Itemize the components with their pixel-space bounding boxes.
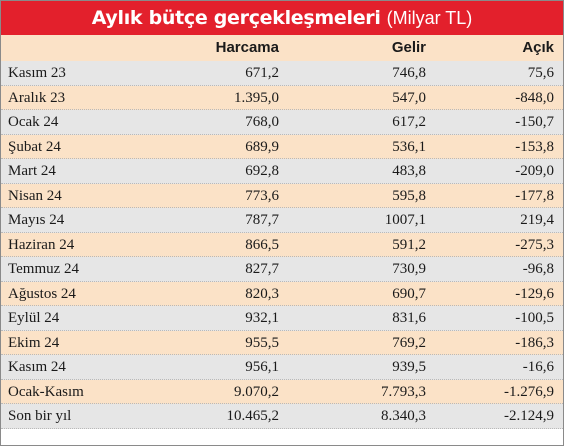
cell-harcama: 773,6 [245, 187, 279, 204]
table-row: Nisan 24 773,6 595,8 -177,8 [1, 183, 563, 208]
cell-gelir: 483,8 [392, 163, 426, 179]
row-label: Nisan 24 [8, 187, 62, 204]
table-row: Eylül 24 932,1 831,6 -100,5 [1, 306, 563, 331]
cell-acik: -209,0 [515, 163, 554, 179]
cell-harcama: 827,7 [245, 261, 279, 277]
cell-harcama: 689,9 [245, 138, 279, 155]
cell-gelir: 690,7 [392, 285, 426, 302]
cell-harcama: 820,3 [245, 285, 279, 302]
cell-acik: 75,6 [527, 65, 554, 81]
row-label: Haziran 24 [8, 236, 75, 253]
table-title-main: Aylık bütçe gerçekleşmeleri [91, 7, 381, 29]
table-row: Şubat 24 689,9 536,1 -153,8 [1, 134, 563, 159]
cell-acik: -848,0 [515, 89, 554, 106]
cell-harcama: 1.395,0 [234, 89, 279, 106]
cell-harcama: 955,5 [245, 334, 279, 351]
cell-gelir: 939,5 [392, 359, 426, 375]
cell-harcama: 866,5 [245, 236, 279, 253]
cell-gelir: 591,2 [392, 236, 426, 253]
cell-gelir: 617,2 [392, 114, 426, 130]
table-row: Kasım 24 956,1 939,5 -16,6 [1, 355, 563, 380]
cell-harcama: 9.070,2 [234, 383, 279, 400]
cell-acik: -2.124,9 [504, 408, 554, 424]
cell-gelir: 595,8 [392, 187, 426, 204]
cell-harcama: 671,2 [245, 65, 279, 81]
cell-gelir: 547,0 [392, 89, 426, 106]
cell-harcama: 692,8 [245, 163, 279, 179]
cell-acik: -186,3 [515, 334, 554, 351]
row-label: Son bir yıl [8, 408, 72, 424]
row-label: Ağustos 24 [8, 285, 76, 302]
row-label: Mayıs 24 [8, 212, 65, 228]
cell-gelir: 831,6 [392, 310, 426, 326]
table-row: Ağustos 24 820,3 690,7 -129,6 [1, 281, 563, 306]
cell-gelir: 536,1 [392, 138, 426, 155]
table-title-unit: (Milyar TL) [386, 8, 473, 28]
column-header-harcama: Harcama [215, 39, 279, 56]
column-header-acik: Açık [522, 39, 554, 56]
cell-gelir: 769,2 [392, 334, 426, 351]
row-label: Kasım 23 [8, 65, 66, 81]
table-row: Aralık 23 1.395,0 547,0 -848,0 [1, 85, 563, 110]
cell-acik: -96,8 [522, 261, 554, 277]
cell-acik: -153,8 [515, 138, 554, 155]
cell-acik: -1.276,9 [504, 383, 554, 400]
cell-acik: -177,8 [515, 187, 554, 204]
row-label: Kasım 24 [8, 359, 66, 375]
cell-harcama: 10.465,2 [226, 408, 280, 424]
cell-acik: -100,5 [515, 310, 554, 326]
cell-acik: -129,6 [515, 285, 554, 302]
cell-harcama: 768,0 [245, 114, 279, 130]
table-row: Haziran 24 866,5 591,2 -275,3 [1, 232, 563, 257]
cell-acik: -150,7 [515, 114, 554, 130]
cell-acik: 219,4 [520, 212, 554, 228]
cell-acik: -16,6 [522, 359, 554, 375]
row-label: Temmuz 24 [8, 261, 80, 277]
table-row: Kasım 23 671,2 746,8 75,6 [1, 61, 563, 86]
column-header-gelir: Gelir [391, 39, 426, 56]
table-header-row: Harcama Gelir Açık [1, 35, 563, 61]
cell-harcama: 956,1 [245, 359, 279, 375]
cell-harcama: 932,1 [245, 310, 279, 326]
row-label: Mart 24 [8, 163, 56, 179]
table-row: Ocak 24 768,0 617,2 -150,7 [1, 110, 563, 135]
cell-gelir: 8.340,3 [381, 408, 426, 424]
table-row: Ocak-Kasım 9.070,2 7.793,3 -1.276,9 [1, 379, 563, 404]
row-label: Aralık 23 [8, 89, 66, 106]
table-title: Aylık bütçe gerçekleşmeleri (Milyar TL) [1, 1, 563, 35]
row-label: Ocak 24 [8, 114, 59, 130]
cell-gelir: 7.793,3 [381, 383, 426, 400]
row-label: Eylül 24 [8, 310, 60, 326]
table-row: Mayıs 24 787,7 1007,1 219,4 [1, 208, 563, 233]
table-row: Son bir yıl 10.465,2 8.340,3 -2.124,9 [1, 404, 563, 429]
row-label: Ekim 24 [8, 334, 60, 351]
table-row: Mart 24 692,8 483,8 -209,0 [1, 159, 563, 184]
table-body: Kasım 23 671,2 746,8 75,6 Aralık 23 1.395,0 54… [1, 61, 563, 429]
table-row: Ekim 24 955,5 769,2 -186,3 [1, 330, 563, 355]
cell-gelir: 730,9 [392, 261, 426, 277]
table-row: Temmuz 24 827,7 730,9 -96,8 [1, 257, 563, 282]
cell-gelir: 746,8 [392, 65, 426, 81]
row-label: Ocak-Kasım [8, 383, 84, 400]
cell-acik: -275,3 [515, 236, 554, 253]
cell-harcama: 787,7 [245, 212, 279, 228]
row-label: Şubat 24 [8, 138, 61, 155]
cell-gelir: 1007,1 [384, 212, 426, 228]
